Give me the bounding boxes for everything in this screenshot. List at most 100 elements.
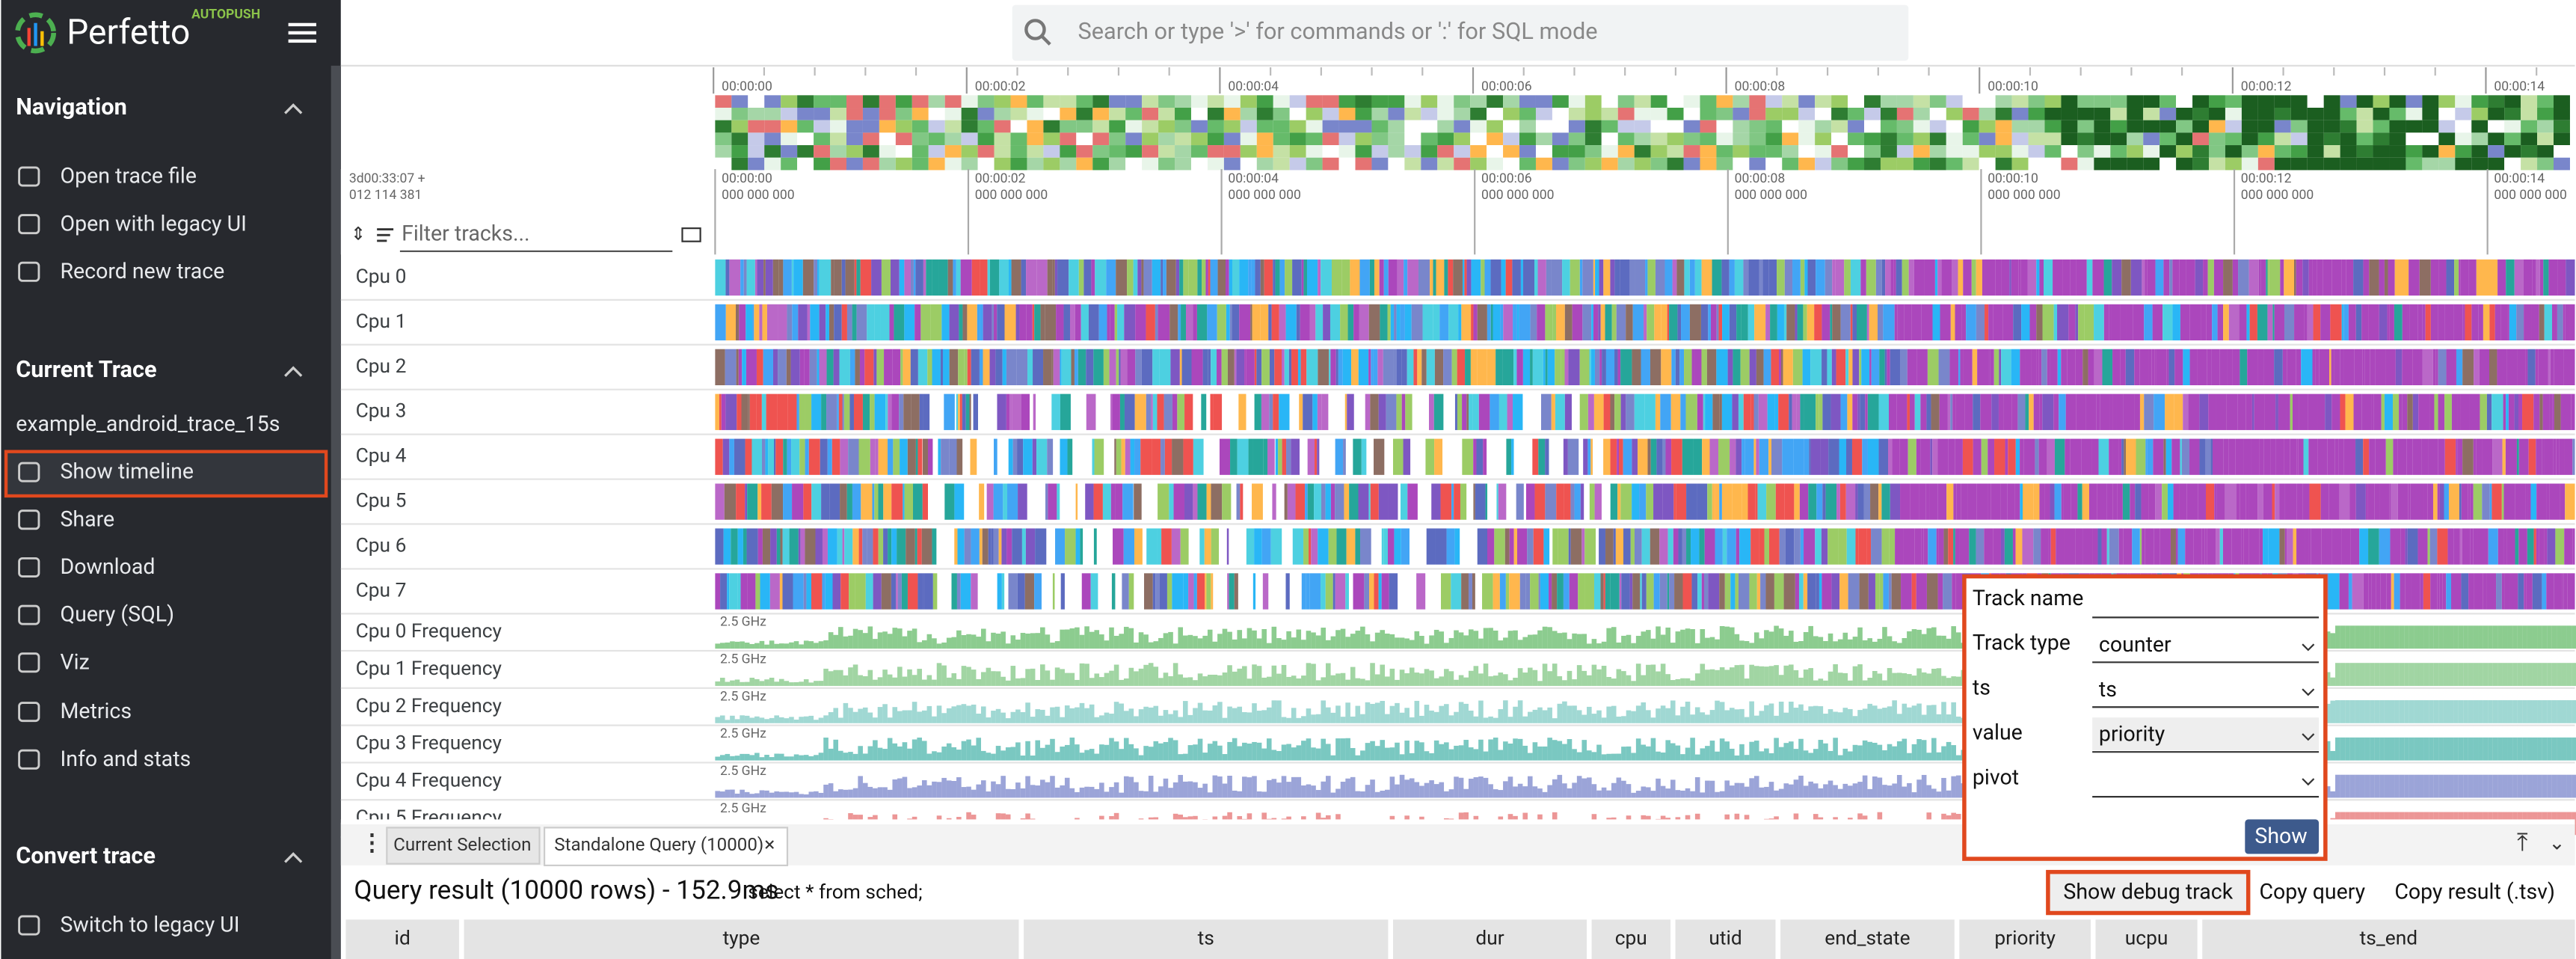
freq-bar: [1848, 708, 1853, 723]
overview-cell: [1650, 95, 1667, 108]
search-box[interactable]: [1012, 4, 1909, 61]
slice: [1569, 573, 1579, 610]
overview-cell: [961, 95, 978, 108]
freq-bar: [1818, 637, 1824, 649]
freq-bar: [1837, 788, 1843, 798]
menu-button[interactable]: [288, 22, 316, 43]
freq-bar: [1271, 700, 1277, 723]
overview-cell: [2373, 120, 2390, 133]
slice: [775, 438, 784, 475]
slice: [1378, 393, 1386, 430]
filter-tracks[interactable]: Filter tracks...: [402, 221, 529, 245]
slice: [1691, 528, 1700, 565]
freq-bar: [1694, 707, 1700, 723]
overview-cell: [797, 157, 814, 171]
freq-bar: [862, 675, 868, 686]
overview-cell: [1815, 95, 1832, 108]
slice: [1759, 528, 1765, 565]
slice: [2400, 528, 2406, 565]
slice: [2446, 349, 2456, 385]
slice: [1647, 304, 1655, 341]
freq-bar: [1345, 738, 1350, 761]
freq-bar: [1454, 745, 1459, 761]
slice: [2112, 349, 2121, 385]
overview-cell: [1010, 120, 1027, 133]
slice: [1291, 438, 1300, 475]
slice: [1641, 528, 1650, 565]
slice: [1286, 438, 1291, 475]
freq-bar: [1798, 641, 1804, 649]
freq-bar: [2389, 774, 2395, 798]
freq-bar: [1075, 679, 1080, 686]
overview-cell: [2274, 120, 2291, 133]
overview-cell: [2554, 95, 2570, 108]
freq-bar: [2433, 737, 2439, 761]
slice: [1146, 304, 1155, 341]
freq-bar: [784, 791, 790, 798]
slice: [1374, 438, 1385, 475]
freq-bar: [961, 741, 967, 761]
slice: [1716, 349, 1728, 385]
slice: [938, 438, 941, 475]
freq-bar: [1547, 738, 1552, 761]
freq-bar: [1902, 637, 1908, 649]
overview-cell: [2406, 120, 2423, 133]
slice: [992, 304, 995, 341]
slice: [1307, 438, 1315, 475]
slice: [2263, 528, 2269, 565]
slice: [1287, 483, 1296, 520]
slice: [2268, 528, 2280, 565]
overview-cell: [1962, 95, 1979, 108]
slice: [2435, 349, 2438, 385]
slice: [1169, 304, 1178, 341]
slice: [888, 528, 892, 565]
overview-cell: [2028, 108, 2045, 120]
slice: [1976, 259, 1982, 296]
freq-bar: [2497, 625, 2503, 649]
slice: [2088, 483, 2097, 520]
freq-bar: [1183, 677, 1188, 686]
overview-cell: [814, 157, 831, 171]
freq-bar: [951, 672, 957, 686]
slice: [2343, 438, 2356, 475]
freq-bar: [1187, 745, 1193, 761]
freq-bar: [1833, 641, 1838, 649]
slice: [1860, 393, 1866, 430]
slice: [1083, 259, 1092, 296]
slice: [2098, 438, 2109, 475]
slice: [1370, 393, 1379, 430]
freq-bar: [1660, 705, 1666, 723]
slice: [1434, 438, 1443, 475]
slice: [1897, 304, 1899, 341]
slice: [1146, 393, 1152, 430]
slice: [1670, 393, 1681, 430]
slice: [1888, 573, 1892, 610]
slice: [2554, 573, 2563, 610]
overview-cell: [2323, 157, 2340, 171]
freq-bar: [1818, 788, 1824, 798]
slice: [1605, 349, 1615, 385]
clear-filter[interactable]: [681, 227, 701, 242]
slice: [1462, 393, 1467, 430]
slice: [2214, 483, 2217, 520]
freq-bar: [991, 753, 996, 761]
slice: [2173, 483, 2180, 520]
overview-cell: [1404, 95, 1421, 108]
slice: [1122, 483, 1134, 520]
slice: [1640, 573, 1642, 610]
slice: [862, 528, 867, 565]
slice: [2228, 304, 2240, 341]
freq-bar: [1340, 782, 1346, 798]
overview-cell: [1782, 95, 1799, 108]
freq-bar: [2399, 625, 2405, 649]
freq-bar: [1591, 664, 1597, 686]
collapse-icon[interactable]: ⇕: [351, 223, 366, 244]
slice: [2303, 438, 2309, 475]
freq-bar: [1030, 633, 1036, 649]
overview-cell: [2077, 108, 2094, 120]
overview-cell: [2521, 132, 2538, 146]
slice: [2031, 349, 2037, 385]
freq-bar: [2330, 677, 2336, 686]
slice: [1971, 259, 1976, 296]
slice: [1226, 528, 1229, 565]
